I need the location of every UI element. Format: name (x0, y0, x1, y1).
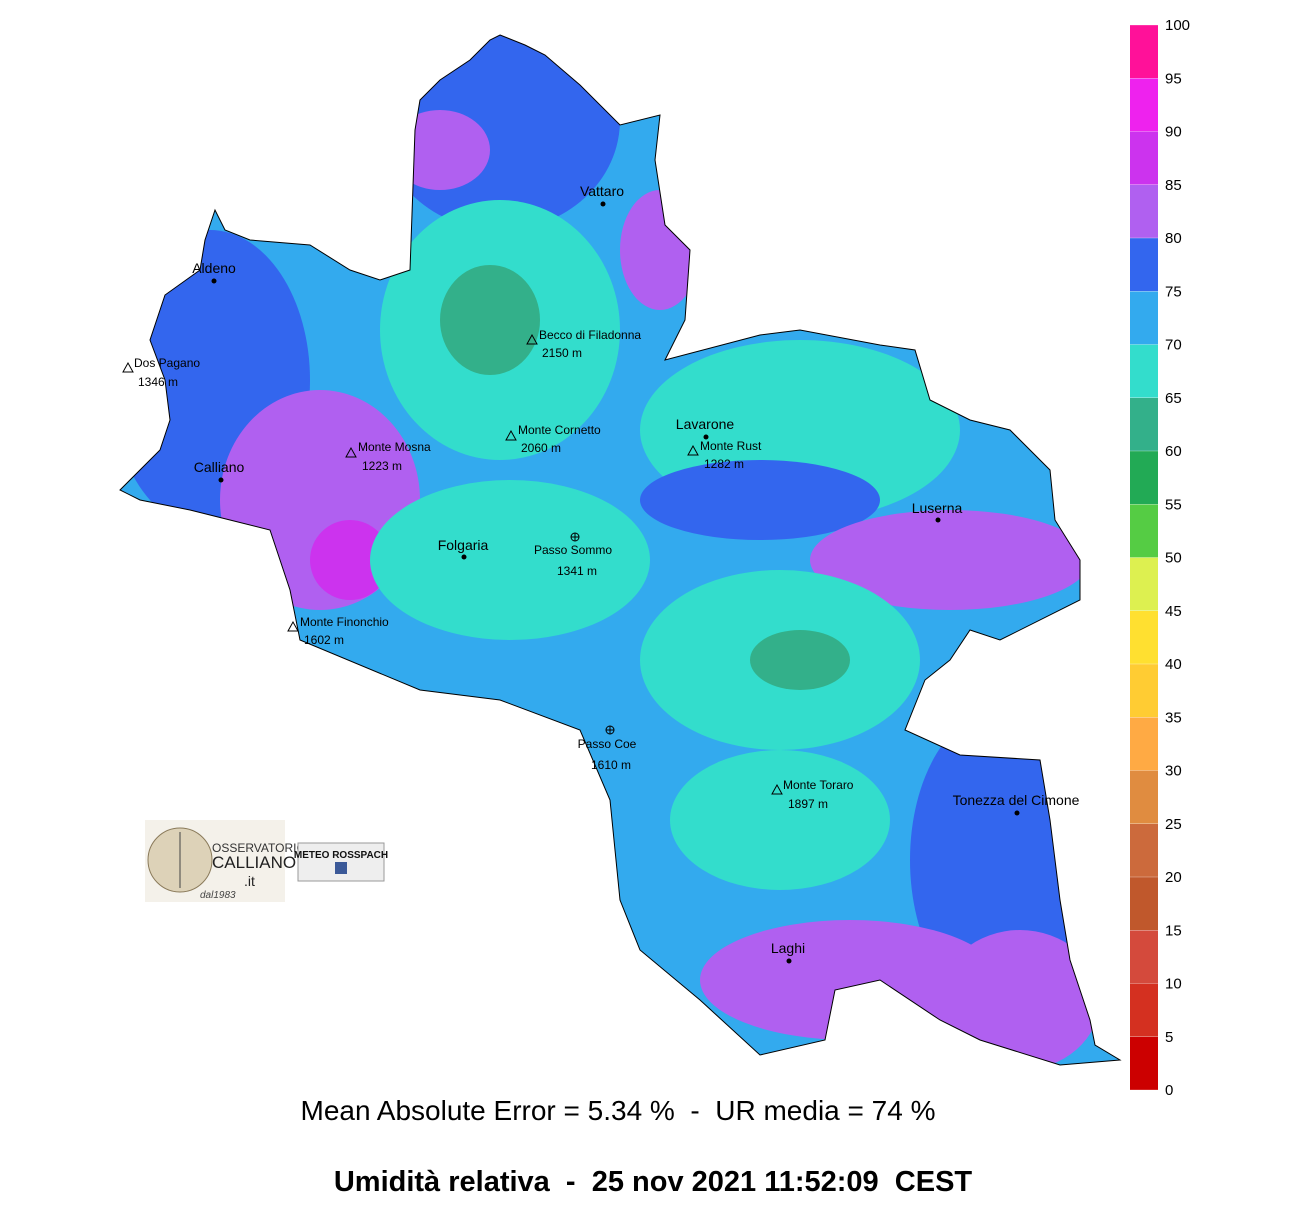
colorbar-label: 90 (1165, 124, 1182, 141)
humidity-field (120, 35, 1120, 1065)
place-dot (218, 477, 224, 483)
colorbar-segment (1130, 664, 1158, 718)
colorbar-segment (1130, 131, 1158, 185)
summit-elevation: 1897 m (788, 797, 828, 811)
colorbar-segment (1130, 344, 1158, 398)
colorbar-label: 60 (1165, 443, 1182, 460)
colorbar-segment (1130, 877, 1158, 931)
colorbar-segment (1130, 717, 1158, 771)
colorbar-segment (1130, 983, 1158, 1037)
colorbar-segment (1130, 78, 1158, 132)
colorbar-label: 80 (1165, 230, 1182, 247)
summit-name: Monte Finonchio (300, 615, 389, 629)
colorbar-segment (1130, 557, 1158, 611)
colorbar-label: 100 (1165, 17, 1190, 34)
summit-marker (122, 361, 134, 373)
summit-marker (345, 446, 357, 458)
stats-line: Mean Absolute Error = 5.34 % - UR media … (301, 1095, 936, 1126)
colorbar-segment (1130, 1036, 1158, 1090)
colorbar-segment (1130, 184, 1158, 238)
area-outline (119, 34, 1122, 1066)
place-dot (461, 554, 467, 560)
summit-name: Monte Mosna (358, 440, 431, 454)
place-label: Folgaria (438, 537, 489, 553)
place-label: Aldeno (192, 260, 236, 276)
place-dot (600, 201, 606, 207)
logo-text: OSSERVATORIO (212, 841, 306, 855)
summit-name: Monte Rust (700, 439, 762, 453)
colorbar-segment (1130, 823, 1158, 877)
summit-elevation: 2150 m (542, 346, 582, 360)
place-dot (1014, 810, 1020, 816)
colorbar-label: 0 (1165, 1082, 1173, 1099)
colorbar-segment (1130, 397, 1158, 451)
summit-marker (526, 333, 538, 345)
summit-name: Monte Cornetto (518, 423, 601, 437)
summit-elevation: 1602 m (304, 633, 344, 647)
summit-marker (287, 620, 299, 632)
place-label: Lavarone (676, 416, 735, 432)
colorbar-segment (1130, 610, 1158, 664)
colorbar-label: 75 (1165, 283, 1182, 300)
summit-name: Monte Toraro (783, 778, 854, 792)
colorbar-label: 20 (1165, 869, 1182, 886)
logo-rosspach: METEO ROSSPACH (294, 842, 388, 882)
colorbar-label: 45 (1165, 603, 1182, 620)
colorbar-label: 15 (1165, 922, 1182, 939)
summit-marker (687, 444, 699, 456)
summit-marker (505, 429, 517, 441)
summit-elevation: 2060 m (521, 441, 561, 455)
place-label: Tonezza del Cimone (953, 792, 1080, 808)
colorbar-segment (1130, 25, 1158, 79)
place-dot (935, 517, 941, 523)
place-label: Laghi (771, 940, 805, 956)
summit-name: Becco di Filadonna (539, 328, 641, 342)
colorbar-segment (1130, 291, 1158, 345)
place-label: Vattaro (580, 183, 624, 199)
pass-elevation: 1610 m (591, 758, 631, 772)
logo-text: CALLIANO (212, 853, 296, 872)
summit-name: Dos Pagano (134, 356, 200, 370)
colorbar-label: 50 (1165, 550, 1182, 567)
summit-elevation: 1282 m (704, 457, 744, 471)
place-dot (786, 958, 792, 964)
colorbar-label: 65 (1165, 390, 1182, 407)
map-title: Umidità relativa - 25 nov 2021 11:52:09 … (334, 1166, 973, 1198)
pass-name: Passo Sommo (534, 543, 612, 557)
colorbar-segment (1130, 930, 1158, 984)
colorbar-label: 30 (1165, 763, 1182, 780)
logo-osservatorio: OSSERVATORIO CALLIANO .it dal1983 (145, 820, 306, 902)
colorbar-label: 25 (1165, 816, 1182, 833)
colorbar-segment (1130, 504, 1158, 558)
summit-elevation: 1223 m (362, 459, 402, 473)
colorbar-label: 5 (1165, 1029, 1173, 1046)
colorbar-label: 55 (1165, 496, 1182, 513)
colorbar-label: 70 (1165, 337, 1182, 354)
summit-elevation: 1346 m (138, 375, 178, 389)
colorbar-label: 85 (1165, 177, 1182, 194)
place-label: Calliano (194, 459, 245, 475)
colorbar-label: 35 (1165, 709, 1182, 726)
logo-text: METEO ROSSPACH (294, 850, 388, 861)
colorbar-segment (1130, 238, 1158, 292)
place-label: Luserna (912, 500, 963, 516)
logo-text: .it (244, 873, 255, 889)
logo-text: dal1983 (200, 890, 236, 901)
colorbar-label: 10 (1165, 976, 1182, 993)
place-dot (703, 434, 709, 440)
colorbar-label: 95 (1165, 70, 1182, 87)
colorbar-segment (1130, 770, 1158, 824)
colorbar-label: 40 (1165, 656, 1182, 673)
pass-elevation: 1341 m (557, 564, 597, 578)
place-dot (211, 278, 217, 284)
summit-marker (771, 783, 783, 795)
pass-name: Passo Coe (578, 737, 637, 751)
colorbar-segment (1130, 451, 1158, 505)
